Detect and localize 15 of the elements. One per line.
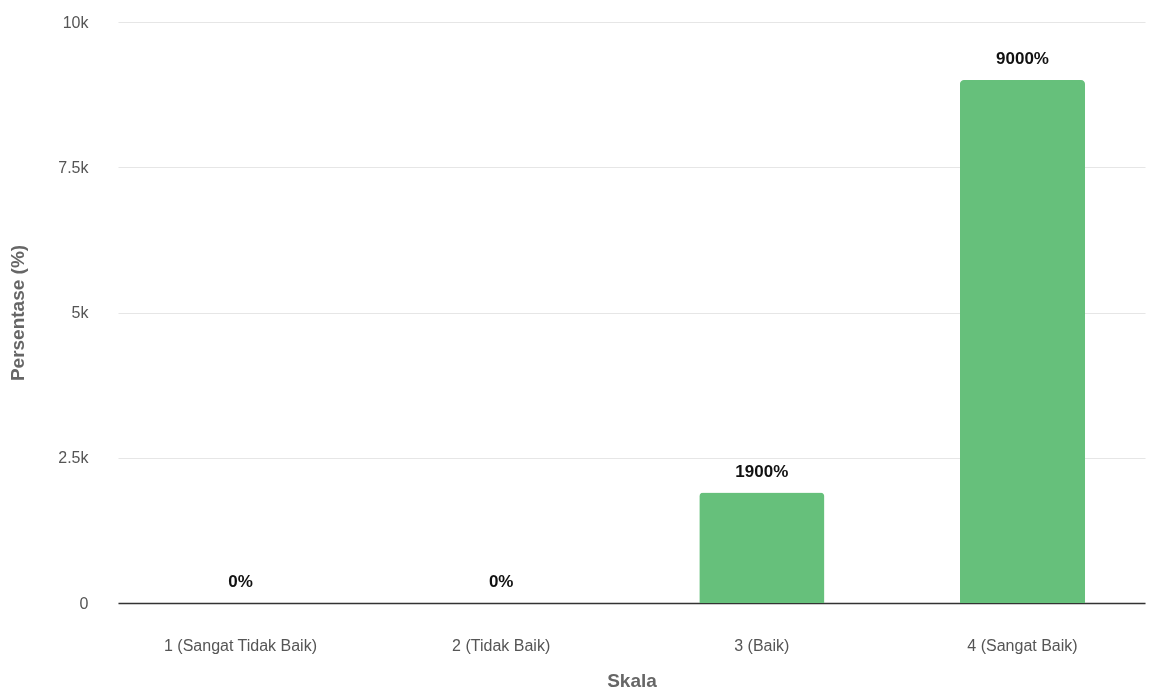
y-tick-label: 7.5k bbox=[58, 158, 90, 176]
y-tick-label: 10k bbox=[62, 13, 90, 31]
x-axis-title: Skala bbox=[607, 669, 658, 691]
data-label: 0% bbox=[488, 572, 514, 591]
y-axis-title: Persentase (%) bbox=[7, 244, 29, 382]
y-tick-label: 2.5k bbox=[58, 449, 90, 467]
data-label: 1900% bbox=[735, 461, 789, 481]
y-tick-label: 0 bbox=[79, 594, 89, 612]
x-tick-label: 1 (Sangat Tidak Baik) bbox=[164, 636, 317, 654]
x-tick-label: 3 (Baik) bbox=[734, 636, 790, 654]
data-label: 9000% bbox=[996, 49, 1049, 69]
x-tick-label: 2 (Tidak Baik) bbox=[452, 636, 551, 654]
y-tick-label: 5k bbox=[71, 304, 90, 321]
x-tick-label: 4 (Sangat Baik) bbox=[967, 636, 1078, 654]
data-label: 0% bbox=[228, 572, 253, 591]
